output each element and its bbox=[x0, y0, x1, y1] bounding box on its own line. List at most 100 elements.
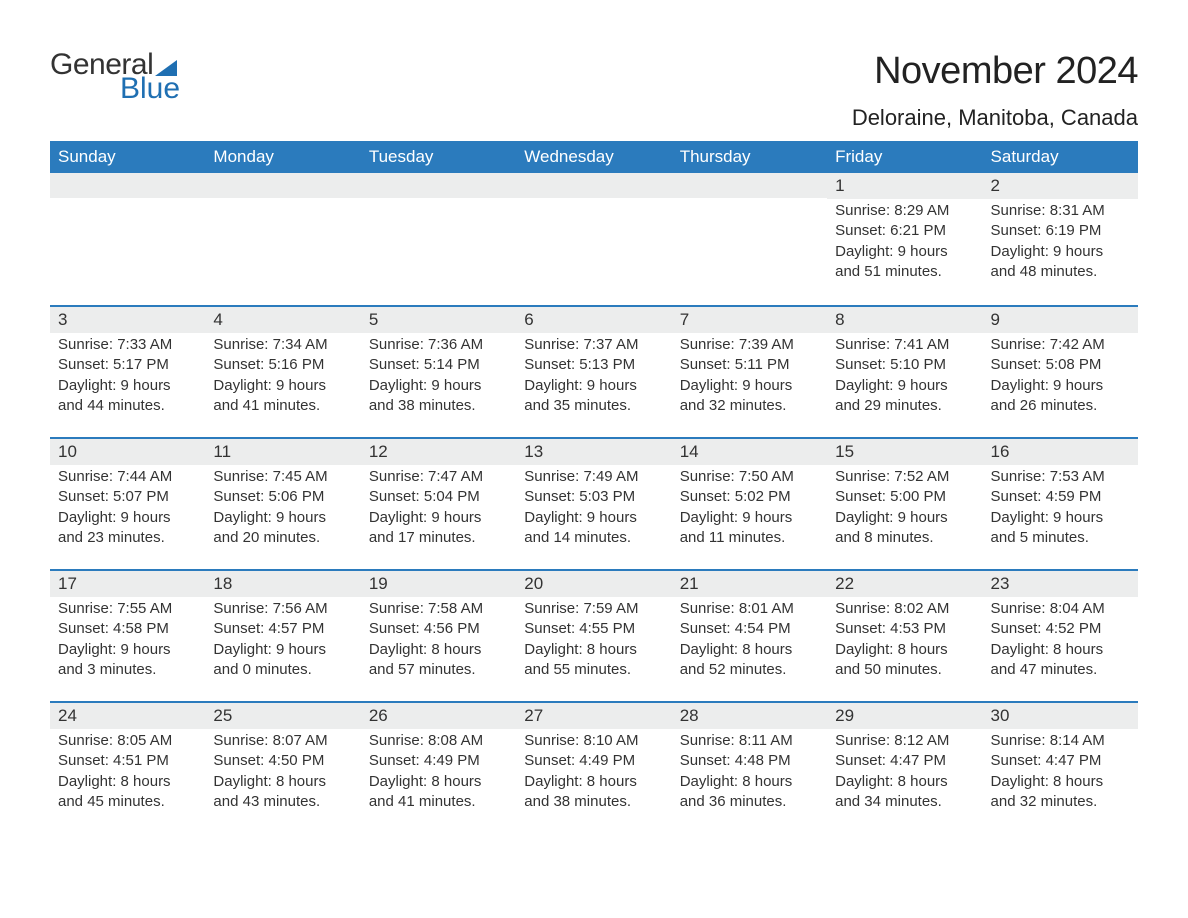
sunrise-line: Sunrise: 7:39 AM bbox=[680, 335, 819, 355]
daylight-line: Daylight: 9 hours and 26 minutes. bbox=[991, 376, 1130, 417]
location: Deloraine, Manitoba, Canada bbox=[852, 105, 1138, 131]
sunset-line: Sunset: 4:54 PM bbox=[680, 619, 819, 639]
sunrise-line: Sunrise: 7:44 AM bbox=[58, 467, 197, 487]
calendar-cell: 27Sunrise: 8:10 AMSunset: 4:49 PMDayligh… bbox=[516, 703, 671, 833]
daylight-line: Daylight: 9 hours and 14 minutes. bbox=[524, 508, 663, 549]
empty-day bbox=[205, 173, 360, 198]
sunset-line: Sunset: 5:14 PM bbox=[369, 355, 508, 375]
sunrise-line: Sunrise: 7:45 AM bbox=[213, 467, 352, 487]
calendar-cell: 13Sunrise: 7:49 AMSunset: 5:03 PMDayligh… bbox=[516, 439, 671, 569]
header: General Blue November 2024 Deloraine, Ma… bbox=[50, 50, 1138, 131]
week-row: 10Sunrise: 7:44 AMSunset: 5:07 PMDayligh… bbox=[50, 437, 1138, 569]
sunrise-line: Sunrise: 7:49 AM bbox=[524, 467, 663, 487]
day-details: Sunrise: 7:47 AMSunset: 5:04 PMDaylight:… bbox=[361, 465, 516, 554]
sunset-line: Sunset: 4:55 PM bbox=[524, 619, 663, 639]
day-header-monday: Monday bbox=[205, 141, 360, 173]
day-number: 21 bbox=[672, 571, 827, 597]
logo-triangle-icon bbox=[155, 60, 177, 76]
day-number: 11 bbox=[205, 439, 360, 465]
day-number: 1 bbox=[827, 173, 982, 199]
day-header-thursday: Thursday bbox=[672, 141, 827, 173]
empty-day bbox=[516, 173, 671, 198]
sunrise-line: Sunrise: 8:04 AM bbox=[991, 599, 1130, 619]
daylight-line: Daylight: 8 hours and 55 minutes. bbox=[524, 640, 663, 681]
sunrise-line: Sunrise: 7:41 AM bbox=[835, 335, 974, 355]
sunrise-line: Sunrise: 7:52 AM bbox=[835, 467, 974, 487]
sunset-line: Sunset: 5:10 PM bbox=[835, 355, 974, 375]
day-number: 22 bbox=[827, 571, 982, 597]
day-number: 9 bbox=[983, 307, 1138, 333]
day-details: Sunrise: 8:31 AMSunset: 6:19 PMDaylight:… bbox=[983, 199, 1138, 288]
empty-day bbox=[361, 173, 516, 198]
sunset-line: Sunset: 5:03 PM bbox=[524, 487, 663, 507]
daylight-line: Daylight: 9 hours and 48 minutes. bbox=[991, 242, 1130, 283]
day-number: 25 bbox=[205, 703, 360, 729]
day-details: Sunrise: 8:05 AMSunset: 4:51 PMDaylight:… bbox=[50, 729, 205, 818]
sunrise-line: Sunrise: 7:56 AM bbox=[213, 599, 352, 619]
sunrise-line: Sunrise: 7:37 AM bbox=[524, 335, 663, 355]
sunrise-line: Sunrise: 7:55 AM bbox=[58, 599, 197, 619]
daylight-line: Daylight: 8 hours and 36 minutes. bbox=[680, 772, 819, 813]
day-details: Sunrise: 7:34 AMSunset: 5:16 PMDaylight:… bbox=[205, 333, 360, 422]
day-details: Sunrise: 7:33 AMSunset: 5:17 PMDaylight:… bbox=[50, 333, 205, 422]
calendar-cell: 3Sunrise: 7:33 AMSunset: 5:17 PMDaylight… bbox=[50, 307, 205, 437]
day-details: Sunrise: 7:59 AMSunset: 4:55 PMDaylight:… bbox=[516, 597, 671, 686]
calendar-cell: 7Sunrise: 7:39 AMSunset: 5:11 PMDaylight… bbox=[672, 307, 827, 437]
daylight-line: Daylight: 8 hours and 32 minutes. bbox=[991, 772, 1130, 813]
daylight-line: Daylight: 8 hours and 43 minutes. bbox=[213, 772, 352, 813]
day-details: Sunrise: 7:49 AMSunset: 5:03 PMDaylight:… bbox=[516, 465, 671, 554]
day-details: Sunrise: 7:41 AMSunset: 5:10 PMDaylight:… bbox=[827, 333, 982, 422]
sunrise-line: Sunrise: 8:11 AM bbox=[680, 731, 819, 751]
calendar-cell: 20Sunrise: 7:59 AMSunset: 4:55 PMDayligh… bbox=[516, 571, 671, 701]
sunset-line: Sunset: 4:49 PM bbox=[524, 751, 663, 771]
sunrise-line: Sunrise: 7:47 AM bbox=[369, 467, 508, 487]
sunrise-line: Sunrise: 7:33 AM bbox=[58, 335, 197, 355]
sunset-line: Sunset: 4:47 PM bbox=[835, 751, 974, 771]
calendar-cell bbox=[361, 173, 516, 305]
day-header-tuesday: Tuesday bbox=[361, 141, 516, 173]
sunset-line: Sunset: 5:00 PM bbox=[835, 487, 974, 507]
calendar-cell: 23Sunrise: 8:04 AMSunset: 4:52 PMDayligh… bbox=[983, 571, 1138, 701]
day-details: Sunrise: 8:07 AMSunset: 4:50 PMDaylight:… bbox=[205, 729, 360, 818]
calendar-cell: 1Sunrise: 8:29 AMSunset: 6:21 PMDaylight… bbox=[827, 173, 982, 305]
sunset-line: Sunset: 5:04 PM bbox=[369, 487, 508, 507]
day-number: 27 bbox=[516, 703, 671, 729]
sunrise-line: Sunrise: 7:53 AM bbox=[991, 467, 1130, 487]
calendar: SundayMondayTuesdayWednesdayThursdayFrid… bbox=[50, 141, 1138, 833]
sunset-line: Sunset: 5:16 PM bbox=[213, 355, 352, 375]
day-header-saturday: Saturday bbox=[983, 141, 1138, 173]
daylight-line: Daylight: 9 hours and 0 minutes. bbox=[213, 640, 352, 681]
daylight-line: Daylight: 8 hours and 38 minutes. bbox=[524, 772, 663, 813]
sunset-line: Sunset: 6:19 PM bbox=[991, 221, 1130, 241]
sunrise-line: Sunrise: 8:29 AM bbox=[835, 201, 974, 221]
sunrise-line: Sunrise: 8:31 AM bbox=[991, 201, 1130, 221]
daylight-line: Daylight: 9 hours and 29 minutes. bbox=[835, 376, 974, 417]
daylight-line: Daylight: 9 hours and 32 minutes. bbox=[680, 376, 819, 417]
calendar-cell: 10Sunrise: 7:44 AMSunset: 5:07 PMDayligh… bbox=[50, 439, 205, 569]
calendar-cell: 12Sunrise: 7:47 AMSunset: 5:04 PMDayligh… bbox=[361, 439, 516, 569]
sunset-line: Sunset: 4:52 PM bbox=[991, 619, 1130, 639]
day-number: 15 bbox=[827, 439, 982, 465]
calendar-cell: 5Sunrise: 7:36 AMSunset: 5:14 PMDaylight… bbox=[361, 307, 516, 437]
calendar-cell: 9Sunrise: 7:42 AMSunset: 5:08 PMDaylight… bbox=[983, 307, 1138, 437]
daylight-line: Daylight: 9 hours and 8 minutes. bbox=[835, 508, 974, 549]
sunrise-line: Sunrise: 8:02 AM bbox=[835, 599, 974, 619]
day-number: 24 bbox=[50, 703, 205, 729]
day-details: Sunrise: 7:50 AMSunset: 5:02 PMDaylight:… bbox=[672, 465, 827, 554]
calendar-cell: 11Sunrise: 7:45 AMSunset: 5:06 PMDayligh… bbox=[205, 439, 360, 569]
calendar-cell: 28Sunrise: 8:11 AMSunset: 4:48 PMDayligh… bbox=[672, 703, 827, 833]
calendar-cell: 24Sunrise: 8:05 AMSunset: 4:51 PMDayligh… bbox=[50, 703, 205, 833]
day-details: Sunrise: 8:01 AMSunset: 4:54 PMDaylight:… bbox=[672, 597, 827, 686]
daylight-line: Daylight: 8 hours and 52 minutes. bbox=[680, 640, 819, 681]
sunset-line: Sunset: 6:21 PM bbox=[835, 221, 974, 241]
day-details: Sunrise: 7:53 AMSunset: 4:59 PMDaylight:… bbox=[983, 465, 1138, 554]
day-number: 17 bbox=[50, 571, 205, 597]
calendar-cell: 19Sunrise: 7:58 AMSunset: 4:56 PMDayligh… bbox=[361, 571, 516, 701]
daylight-line: Daylight: 9 hours and 35 minutes. bbox=[524, 376, 663, 417]
daylight-line: Daylight: 8 hours and 45 minutes. bbox=[58, 772, 197, 813]
sunset-line: Sunset: 5:17 PM bbox=[58, 355, 197, 375]
day-details: Sunrise: 8:11 AMSunset: 4:48 PMDaylight:… bbox=[672, 729, 827, 818]
day-number: 26 bbox=[361, 703, 516, 729]
day-details: Sunrise: 7:37 AMSunset: 5:13 PMDaylight:… bbox=[516, 333, 671, 422]
sunrise-line: Sunrise: 7:34 AM bbox=[213, 335, 352, 355]
